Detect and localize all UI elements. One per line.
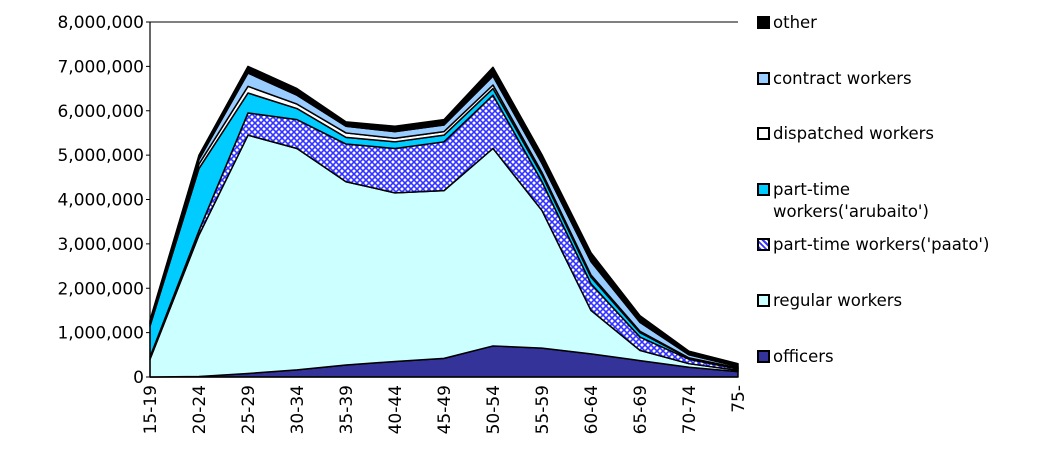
y-tick-label: 7,000,000 bbox=[57, 57, 144, 77]
legend-swatch bbox=[757, 183, 770, 196]
legend-label: part-time workers('arubaito') bbox=[773, 179, 998, 223]
y-tick-label: 2,000,000 bbox=[57, 279, 144, 299]
y-tick-label: 4,000,000 bbox=[57, 191, 144, 211]
y-tick-label: 3,000,000 bbox=[57, 235, 144, 255]
legend-item: dispatched workers bbox=[757, 123, 1047, 179]
x-tick-label: 30-34 bbox=[288, 385, 308, 434]
x-tick-label: 40-44 bbox=[386, 385, 406, 434]
legend-swatch bbox=[757, 238, 770, 251]
x-tick-label: 60-64 bbox=[582, 385, 602, 434]
x-tick-label: 55-59 bbox=[533, 385, 553, 434]
legend-item: part-time workers('paato') bbox=[757, 234, 1047, 290]
x-tick-label: 20-24 bbox=[190, 385, 210, 434]
legend-swatch bbox=[757, 294, 770, 307]
x-tick-label: 65-69 bbox=[631, 385, 651, 434]
legend-swatch bbox=[757, 127, 770, 140]
legend-label: contract workers bbox=[773, 68, 998, 90]
x-tick-label: 35-39 bbox=[337, 385, 357, 434]
legend-swatch bbox=[757, 350, 770, 363]
legend-label: other bbox=[773, 12, 998, 34]
y-tick-label: 6,000,000 bbox=[57, 102, 144, 122]
y-tick-label: 5,000,000 bbox=[57, 146, 144, 166]
legend-item: officers bbox=[757, 346, 1047, 402]
legend: other contract workers dispatched workers p… bbox=[757, 12, 1047, 401]
y-tick-label: 0 bbox=[133, 368, 144, 388]
chart: 0 1,000,000 2,000,000 3,000,000 4,000,000 5,0… bbox=[0, 0, 750, 466]
legend-item: part-time workers('arubaito') bbox=[757, 179, 1047, 235]
legend-label: part-time workers('paato') bbox=[773, 234, 998, 256]
page: 0 1,000,000 2,000,000 3,000,000 4,000,000 5,0… bbox=[0, 0, 1054, 466]
x-tick-label: 75- bbox=[729, 385, 749, 413]
x-tick-label: 25-29 bbox=[239, 385, 259, 434]
y-tick-label: 8,000,000 bbox=[57, 13, 144, 33]
x-tick-label: 45-49 bbox=[435, 385, 455, 434]
x-tick-label: 15-19 bbox=[141, 385, 161, 434]
legend-item: regular workers bbox=[757, 290, 1047, 346]
legend-label: regular workers bbox=[773, 290, 998, 312]
legend-label: dispatched workers bbox=[773, 123, 998, 145]
x-tick-label: 70-74 bbox=[680, 385, 700, 434]
y-tick-label: 1,000,000 bbox=[57, 324, 144, 344]
legend-label: officers bbox=[773, 346, 998, 368]
x-tick-label: 50-54 bbox=[484, 385, 504, 434]
legend-item: other bbox=[757, 12, 1047, 68]
legend-item: contract workers bbox=[757, 68, 1047, 124]
legend-swatch bbox=[757, 72, 770, 85]
legend-swatch bbox=[757, 16, 770, 29]
